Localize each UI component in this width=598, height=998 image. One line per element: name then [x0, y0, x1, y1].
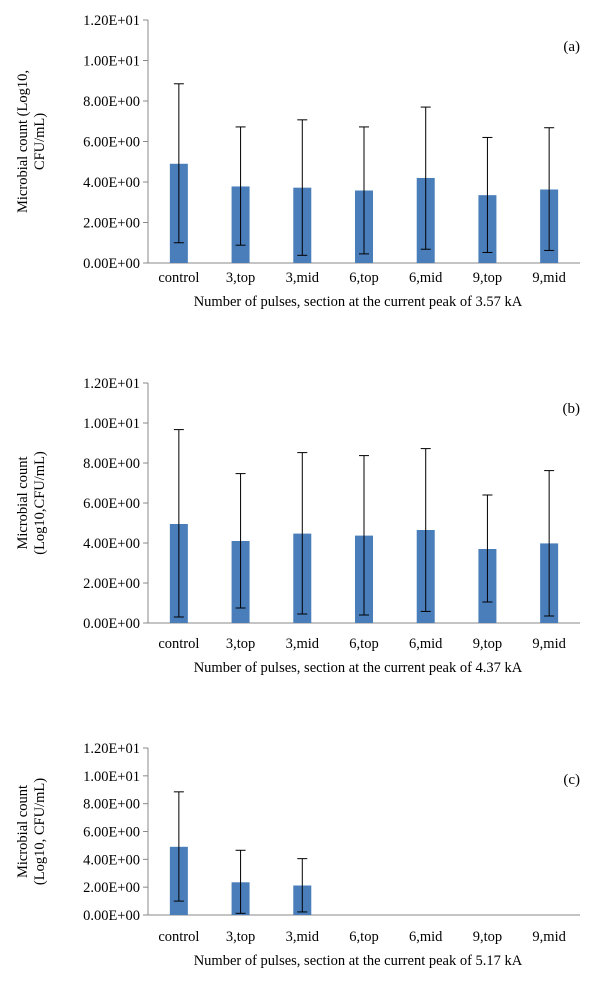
y-tick-label: 1.20E+01 — [83, 376, 140, 392]
y-axis-title-line: Microbial count — [15, 785, 31, 878]
y-tick-label: 0.00E+00 — [83, 908, 140, 924]
y-tick-label: 4.00E+00 — [83, 175, 140, 191]
x-tick-label: 9,mid — [532, 636, 566, 652]
x-tick-label: 3,top — [226, 636, 255, 652]
y-tick-label: 0.00E+00 — [83, 256, 140, 272]
x-tick-label: 3,top — [226, 929, 255, 945]
x-tick-label: 9,mid — [532, 929, 566, 945]
x-tick-label: 6,mid — [409, 636, 443, 652]
y-axis-title-line: (Log10, CFU/mL) — [32, 778, 48, 885]
y-axis-title-line: (Log10,CFU/mL) — [32, 451, 48, 555]
chart-panel-b: 0.00E+00 2.00E+00 4.00E+00 6.00E+00 8.00E+00… — [15, 376, 580, 676]
y-tick-label: 1.20E+01 — [83, 13, 140, 29]
y-axis-title: Microbial count(Log10,CFU/mL) — [15, 451, 48, 555]
x-tick-label: 6,top — [349, 929, 378, 945]
x-tick-label: 3,top — [226, 270, 255, 286]
y-tick-label: 6.00E+00 — [83, 496, 140, 512]
x-tick-label: 6,mid — [409, 929, 443, 945]
x-tick-label: 9,top — [473, 636, 502, 652]
y-tick-label: 2.00E+00 — [83, 880, 140, 896]
x-tick-label: 6,mid — [409, 270, 443, 286]
x-tick-label: 3,mid — [286, 929, 320, 945]
y-axis-title-line: Microbial count — [15, 456, 31, 549]
chart-panel-c: 0.00E+00 2.00E+00 4.00E+00 6.00E+00 8.00E+00… — [15, 741, 580, 969]
y-tick-label: 6.00E+00 — [83, 825, 140, 841]
x-tick-label: 3,mid — [286, 270, 320, 286]
x-axis-title: Number of pulses, section at the current… — [194, 953, 523, 969]
x-tick-label: 6,top — [349, 270, 378, 286]
x-axis-title: Number of pulses, section at the current… — [194, 660, 523, 676]
x-tick-label: control — [158, 636, 199, 652]
y-tick-label: 8.00E+00 — [83, 456, 140, 472]
y-tick-label: 1.20E+01 — [83, 741, 140, 757]
y-tick-label: 1.00E+01 — [83, 54, 140, 70]
y-tick-label: 8.00E+00 — [83, 94, 140, 110]
panel-label: (a) — [563, 39, 580, 55]
x-tick-label: 9,top — [473, 929, 502, 945]
y-axis-title-line: CFU/mL) — [32, 113, 48, 170]
x-tick-label: control — [158, 270, 199, 286]
x-tick-label: control — [158, 929, 199, 945]
y-tick-label: 0.00E+00 — [83, 616, 140, 632]
panel-label: (b) — [563, 401, 581, 417]
y-axis-title: Microbial count(Log10, CFU/mL) — [15, 778, 48, 885]
y-axis-title-line: Microbial count (Log10, — [15, 70, 31, 213]
x-tick-label: 9,top — [473, 270, 502, 286]
y-tick-label: 2.00E+00 — [83, 216, 140, 232]
x-tick-label: 6,top — [349, 636, 378, 652]
x-axis-title: Number of pulses, section at the current… — [194, 294, 523, 310]
y-tick-label: 8.00E+00 — [83, 797, 140, 813]
y-tick-label: 4.00E+00 — [83, 852, 140, 868]
y-tick-label: 1.00E+01 — [83, 416, 140, 432]
y-tick-label: 6.00E+00 — [83, 135, 140, 151]
panel-label: (c) — [563, 772, 580, 788]
y-tick-label: 4.00E+00 — [83, 536, 140, 552]
chart-panel-a: 0.00E+00 2.00E+00 4.00E+00 6.00E+00 8.00E+00… — [15, 13, 580, 310]
y-tick-label: 2.00E+00 — [83, 576, 140, 592]
x-tick-label: 3,mid — [286, 636, 320, 652]
x-tick-label: 9,mid — [532, 270, 566, 286]
y-axis-title: Microbial count (Log10,CFU/mL) — [15, 70, 48, 213]
y-tick-label: 1.00E+01 — [83, 769, 140, 785]
